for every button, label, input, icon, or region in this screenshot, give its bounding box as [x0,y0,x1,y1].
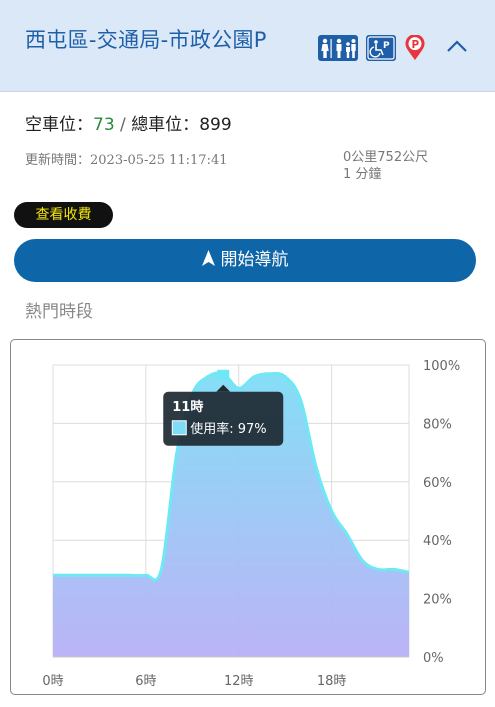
header-bar: 西屯區-交通局-市政公園P P P [0,0,495,92]
y-tick-label: 20% [423,593,452,608]
available-label: 空車位： [25,115,93,135]
parking-marker-icon: P [405,35,425,61]
update-time: 更新時間：2023-05-25 11:17:41 [25,149,228,168]
view-fee-button[interactable]: 查看收費 [14,202,113,228]
navigation-label: 開始導航 [220,250,289,270]
hover-point [217,369,230,380]
svg-text:P: P [383,41,390,51]
accessible-parking-icon: P [366,35,396,61]
popular-times-chart: 0% 20% 40% 60% 80% 100% 0時 6時 12時 18時 11時使用率: 97% [10,339,486,695]
tooltip-title: 11時 [172,399,203,415]
x-tick-label: 6時 [135,674,156,689]
parking-lot-title: 西屯區-交通局-市政公園P [25,28,267,52]
duration-value: 1 分鐘 [343,167,382,182]
updated-label: 更新時間： [25,153,91,168]
distance-info: 0公里752公尺 1 分鐘 [343,149,428,183]
total-label: 總車位： [131,115,200,135]
tooltip-pointer [216,384,231,392]
x-tick-label: 0時 [42,674,63,689]
updated-value: 2023-05-25 11:17:41 [90,153,228,168]
svg-text:P: P [412,39,420,51]
count-separator: / [114,115,132,135]
tooltip-value: 使用率: 97% [190,421,266,437]
usage-area [53,372,409,657]
navigation-arrow-icon [201,250,215,266]
popular-times-title: 熱門時段 [25,302,93,322]
available-value: 73 [93,115,115,135]
family-restroom-icon [318,35,358,61]
total-value: 899 [199,115,232,135]
tooltip-box [163,391,284,446]
y-tick-label: 0% [423,651,444,666]
start-navigation-button[interactable]: 開始導航 [14,239,476,282]
y-tick-label: 40% [423,534,452,549]
space-counts: 空車位：73 / 總車位：899 [25,110,232,135]
tooltip-swatch [171,420,187,436]
chevron-up-icon[interactable] [446,38,468,54]
x-tick-label: 18時 [317,674,347,689]
x-tick-label: 12時 [224,674,254,689]
y-tick-label: 100% [423,359,460,374]
y-tick-label: 80% [423,417,452,432]
y-tick-label: 60% [423,476,452,491]
distance-value: 0公里752公尺 [343,150,429,165]
